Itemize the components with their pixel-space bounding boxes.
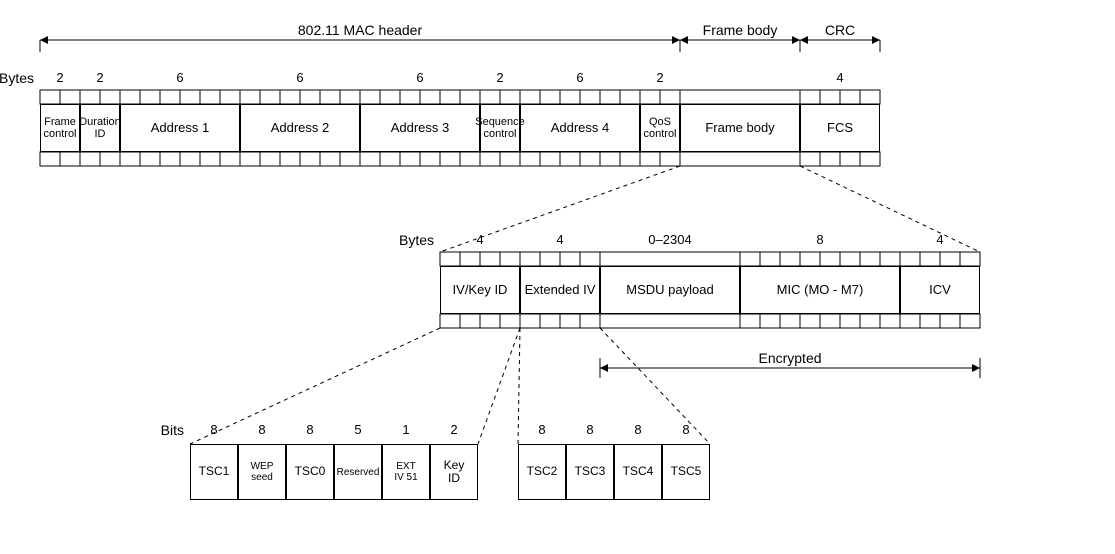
row1-field-3: Address 2 (240, 104, 360, 152)
label: 8 (682, 422, 689, 437)
label: 8 (306, 422, 313, 437)
row3a-1: WEP seed (238, 444, 286, 500)
label: 802.11 MAC header (298, 22, 422, 38)
row3b-0: TSC2 (518, 444, 566, 500)
label: Encrypted (758, 350, 821, 366)
label: 8 (816, 232, 823, 247)
label: 2 (96, 70, 103, 85)
label: Frame body (703, 22, 778, 38)
row3b-2: TSC4 (614, 444, 662, 500)
row2-field-0: IV/Key ID (440, 266, 520, 314)
label: 8 (538, 422, 545, 437)
row1-field-6: Address 4 (520, 104, 640, 152)
label: 4 (836, 70, 843, 85)
row3b-1: TSC3 (566, 444, 614, 500)
label: Bytes (399, 232, 434, 248)
label: CRC (825, 22, 855, 38)
row1-field-7: QoS control (640, 104, 680, 152)
label: 8 (210, 422, 217, 437)
label: 8 (586, 422, 593, 437)
label: Bytes (0, 70, 34, 86)
label: 0–2304 (648, 232, 691, 247)
row3a-2: TSC0 (286, 444, 334, 500)
row1-field-8: Frame body (680, 104, 800, 152)
row1-field-9: FCS (800, 104, 880, 152)
label: 8 (258, 422, 265, 437)
row1-field-5: Sequence control (480, 104, 520, 152)
label: 2 (56, 70, 63, 85)
label: 6 (416, 70, 423, 85)
label: 6 (296, 70, 303, 85)
row1-field-2: Address 1 (120, 104, 240, 152)
label: 2 (496, 70, 503, 85)
label: 6 (176, 70, 183, 85)
label: 5 (354, 422, 361, 437)
label: Bits (161, 422, 184, 438)
label: 4 (556, 232, 563, 247)
label: 1 (402, 422, 409, 437)
row1-field-4: Address 3 (360, 104, 480, 152)
label: 4 (476, 232, 483, 247)
row2-field-4: ICV (900, 266, 980, 314)
row2-field-2: MSDU payload (600, 266, 740, 314)
label: 2 (656, 70, 663, 85)
row3b-3: TSC5 (662, 444, 710, 500)
row2-field-3: MIC (MO - M7) (740, 266, 900, 314)
label: 6 (576, 70, 583, 85)
row3a-4: EXT IV 51 (382, 444, 430, 500)
row1-field-0: Frame control (40, 104, 80, 152)
label: 8 (634, 422, 641, 437)
label: 2 (450, 422, 457, 437)
row3a-5: Key ID (430, 444, 478, 500)
row2-field-1: Extended IV (520, 266, 600, 314)
label: 4 (936, 232, 943, 247)
row3a-3: Reserved (334, 444, 382, 500)
row3a-0: TSC1 (190, 444, 238, 500)
row1-field-1: Duration ID (80, 104, 120, 152)
